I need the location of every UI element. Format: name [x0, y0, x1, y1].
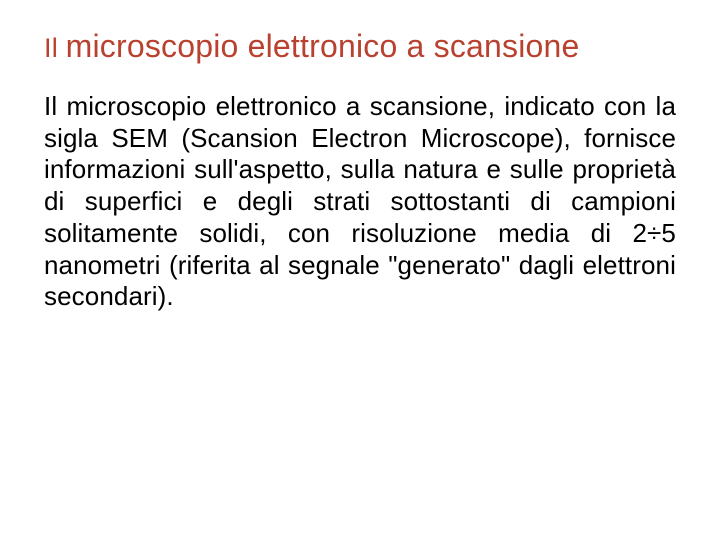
slide-container: Il microscopio elettronico a scansione I…	[0, 0, 720, 353]
slide-body: Il microscopio elettronico a scansione, …	[44, 91, 676, 313]
title-main: microscopio elettronico a scansione	[66, 28, 580, 64]
title-prefix: Il	[44, 33, 66, 63]
slide-title: Il microscopio elettronico a scansione	[44, 28, 676, 65]
